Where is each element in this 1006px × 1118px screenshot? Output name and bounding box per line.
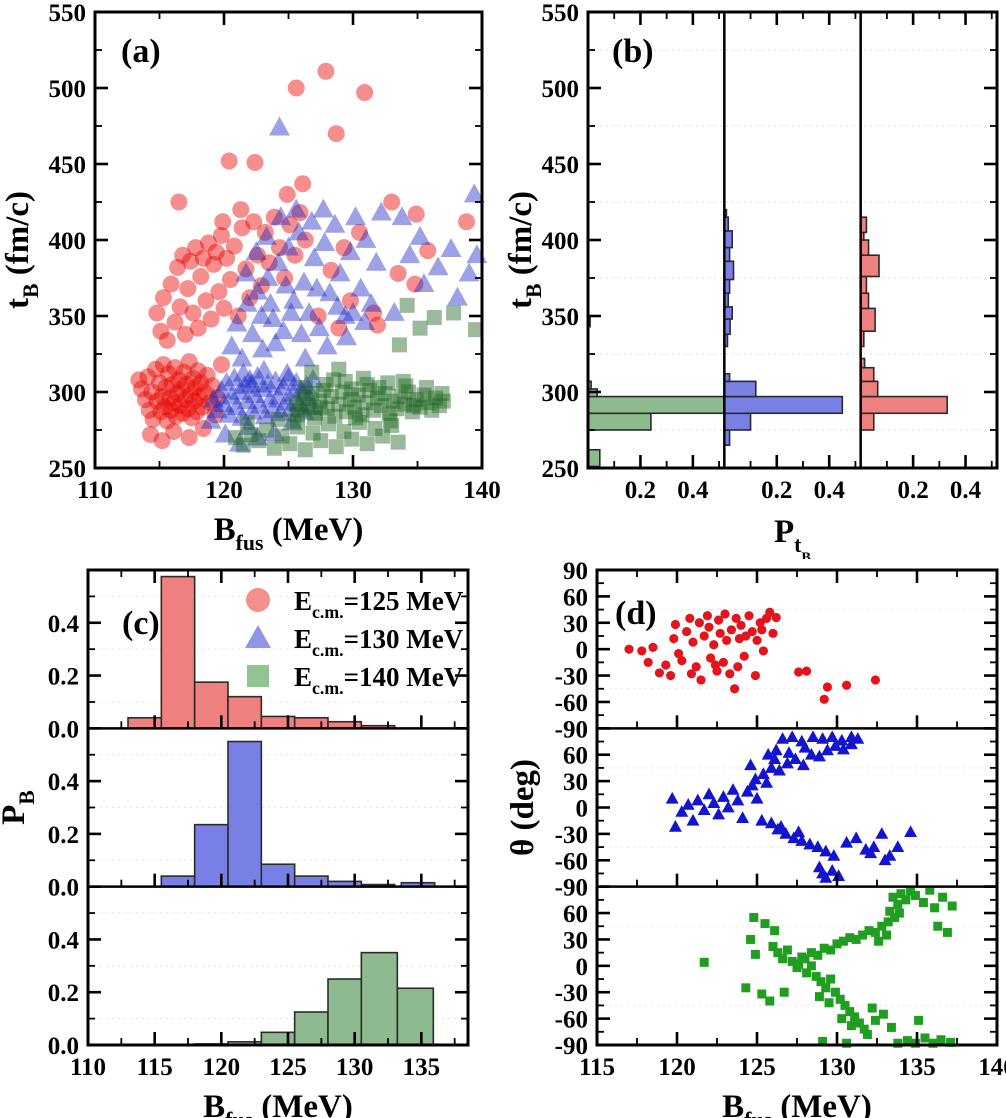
svg-text:115: 115 — [579, 1054, 615, 1081]
svg-text:140: 140 — [978, 1054, 1006, 1081]
svg-text:0.4: 0.4 — [677, 477, 709, 504]
svg-text:400: 400 — [542, 228, 580, 255]
panel-b-histograms: 0.2 0.4 0.2 0.4 0.2 0.4 250 300 350 400 450 500 550 P… — [503, 0, 999, 559]
legend-label: Ec.m.=130 MeV — [294, 624, 464, 660]
svg-text:0.4: 0.4 — [950, 477, 982, 504]
svg-text:110: 110 — [70, 1054, 106, 1081]
svg-text:30: 30 — [563, 927, 588, 954]
svg-text:0.4: 0.4 — [48, 611, 80, 638]
svg-text:-90: -90 — [555, 716, 588, 743]
svg-text:135: 135 — [403, 1054, 441, 1081]
svg-text:-90: -90 — [555, 875, 588, 902]
svg-text:250: 250 — [49, 456, 87, 483]
svg-text:400: 400 — [49, 228, 87, 255]
svg-text:500: 500 — [542, 76, 580, 103]
svg-text:0.4: 0.4 — [48, 927, 80, 954]
svg-text:30: 30 — [563, 611, 588, 638]
square-icon — [247, 665, 269, 687]
panel-label-a: (a) — [121, 33, 161, 70]
svg-text:60: 60 — [563, 743, 588, 770]
svg-text:Bfus (MeV): Bfus (MeV) — [722, 1089, 872, 1118]
svg-text:0: 0 — [576, 954, 589, 981]
svg-text:90: 90 — [563, 559, 588, 585]
svg-text:450: 450 — [49, 152, 87, 179]
svg-text:250: 250 — [542, 456, 580, 483]
panel-d-scatter-stack: -90-60-300306090-90-60-3003060-90-60-300… — [505, 559, 1006, 1118]
svg-text:115: 115 — [137, 1054, 173, 1081]
svg-text:PB: PB — [0, 790, 39, 825]
svg-text:550: 550 — [542, 0, 580, 27]
circle-icon — [246, 588, 270, 612]
legend-label: Ec.m.=125 MeV — [294, 586, 464, 622]
svg-text:0.4: 0.4 — [814, 477, 846, 504]
svg-text:-30: -30 — [555, 664, 588, 691]
svg-text:0: 0 — [576, 637, 589, 664]
svg-text:0.0: 0.0 — [48, 1033, 79, 1060]
panel-label-d: (d) — [615, 595, 657, 632]
svg-text:0.2: 0.2 — [48, 822, 79, 849]
panel-label-c: (c) — [122, 605, 160, 642]
svg-text:-60: -60 — [555, 1007, 588, 1034]
svg-text:0.2: 0.2 — [897, 477, 928, 504]
svg-text:450: 450 — [542, 152, 580, 179]
svg-text:PtB: PtB — [774, 514, 811, 559]
svg-text:130: 130 — [818, 1054, 856, 1081]
svg-text:0: 0 — [576, 796, 589, 823]
svg-text:0.0: 0.0 — [48, 875, 79, 902]
legend-label: Ec.m.=140 MeV — [294, 662, 464, 698]
svg-text:Bfus (MeV): Bfus (MeV) — [214, 512, 364, 555]
svg-text:-60: -60 — [555, 690, 588, 717]
panel-label-b: (b) — [612, 33, 654, 70]
svg-text:350: 350 — [542, 304, 580, 331]
svg-text:-60: -60 — [555, 848, 588, 875]
svg-text:350: 350 — [49, 304, 87, 331]
svg-text:-30: -30 — [555, 822, 588, 849]
svg-text:300: 300 — [542, 380, 580, 407]
svg-text:θ (deg): θ (deg) — [505, 759, 541, 856]
svg-text:135: 135 — [898, 1054, 936, 1081]
svg-text:0.2: 0.2 — [48, 980, 79, 1007]
svg-text:0.2: 0.2 — [761, 477, 792, 504]
svg-text:500: 500 — [49, 76, 87, 103]
svg-text:140: 140 — [463, 477, 501, 504]
svg-text:0.2: 0.2 — [48, 664, 79, 691]
svg-text:125: 125 — [738, 1054, 776, 1081]
svg-text:110: 110 — [77, 477, 113, 504]
svg-text:Bfus (MeV): Bfus (MeV) — [203, 1089, 353, 1118]
svg-text:60: 60 — [563, 901, 588, 928]
svg-text:130: 130 — [336, 1054, 374, 1081]
svg-text:60: 60 — [563, 584, 588, 611]
svg-text:0.0: 0.0 — [48, 716, 79, 743]
svg-text:30: 30 — [563, 769, 588, 796]
svg-text:0.2: 0.2 — [625, 477, 656, 504]
svg-text:0.4: 0.4 — [48, 769, 80, 796]
svg-text:tB (fm/c): tB (fm/c) — [503, 191, 546, 309]
svg-text:-30: -30 — [555, 980, 588, 1007]
svg-text:120: 120 — [205, 477, 243, 504]
svg-text:130: 130 — [334, 477, 372, 504]
panel-c-histograms: 0.0 0.2 0.4 0.0 0.2 0.4 0.0 0.2 0.4 110 115 120 125 1… — [0, 568, 470, 1118]
panel-a-scatter: 110 120 130 140 250 300 350 400 450 500 550 Bfus (M… — [0, 0, 501, 555]
svg-text:300: 300 — [49, 380, 87, 407]
svg-text:tB (fm/c): tB (fm/c) — [0, 191, 43, 309]
svg-text:125: 125 — [269, 1054, 307, 1081]
svg-text:120: 120 — [203, 1054, 241, 1081]
svg-text:-90: -90 — [555, 1033, 588, 1060]
triangle-icon — [245, 625, 271, 648]
svg-text:120: 120 — [658, 1054, 696, 1081]
svg-text:550: 550 — [49, 0, 87, 27]
